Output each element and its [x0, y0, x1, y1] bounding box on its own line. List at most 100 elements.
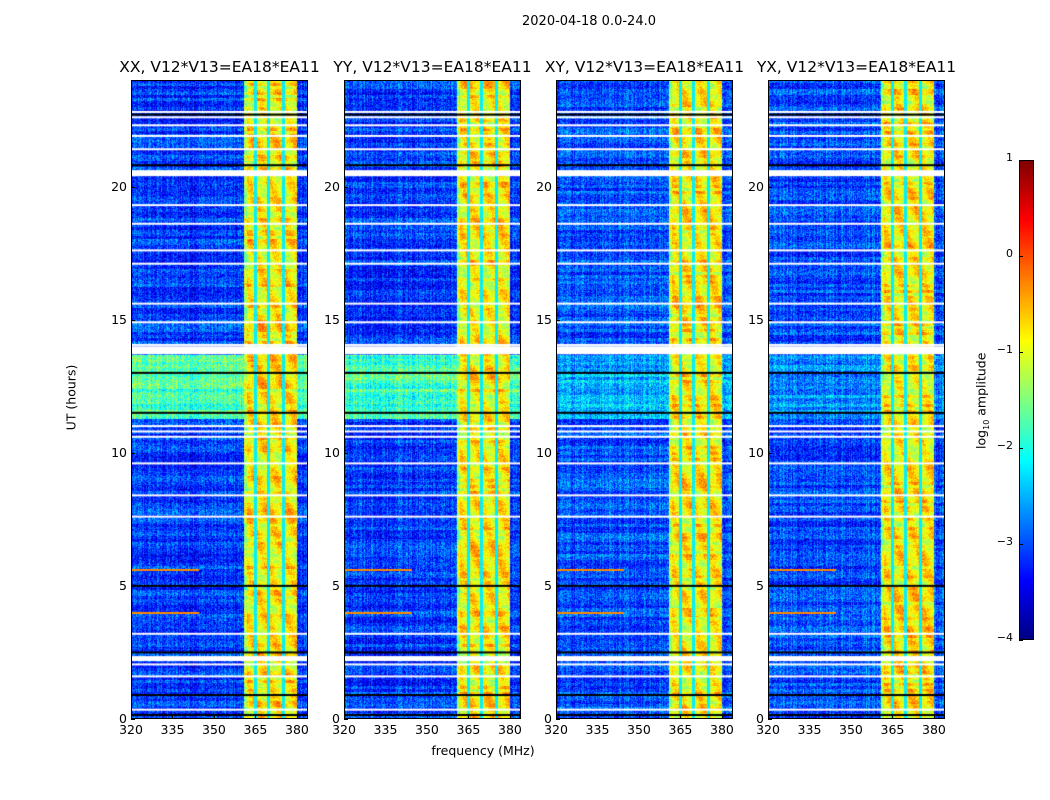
colorbar-label-suffix: amplitude: [973, 352, 989, 420]
x-tick: [296, 715, 298, 719]
x-tick-label: 335: [585, 722, 610, 737]
x-tick-label: 350: [839, 722, 863, 737]
y-tick: [344, 186, 348, 188]
colorbar-tick-label: −4: [996, 631, 1013, 644]
figure-title: 2020-04-18 0.0-24.0: [522, 14, 656, 29]
heatmap-3: [556, 80, 733, 719]
y-tick: [131, 719, 135, 720]
y-tick: [344, 585, 348, 587]
y-tick-label: 0: [756, 711, 764, 726]
y-tick-label: 5: [756, 577, 764, 593]
x-tick: [556, 715, 557, 719]
x-tick: [131, 715, 132, 719]
y-tick: [131, 186, 135, 188]
y-tick: [556, 585, 560, 587]
y-tick-label: 10: [536, 444, 552, 460]
y-tick: [768, 452, 772, 454]
y-tick: [556, 319, 560, 321]
x-tick: [344, 715, 345, 719]
y-tick: [768, 719, 772, 720]
panel-4: YX, V12*V13=EA18*EA11 320 335 350 365 380 0 5 10…: [748, 58, 956, 737]
colorbar-tick: [1019, 640, 1023, 641]
y-tick-label: 20: [748, 178, 764, 194]
y-tick-label: 5: [544, 577, 552, 593]
colorbar-tick: [1019, 448, 1023, 449]
y-tick-label: 20: [111, 178, 127, 194]
colorbar: 1 0 −1 −2 −3 −4: [997, 151, 1034, 644]
y-tick-label: 10: [748, 444, 764, 460]
colorbar-tick-label: 0: [1006, 247, 1013, 260]
x-tick-label: 365: [243, 722, 268, 737]
x-tick-label: 365: [880, 722, 905, 737]
y-tick-label: 10: [111, 444, 127, 460]
y-tick-label: 15: [324, 311, 340, 327]
y-tick-label: 20: [324, 178, 340, 194]
x-tick-label: 320: [756, 722, 780, 737]
panel-title: XX, V12*V13=EA18*EA11: [119, 58, 320, 76]
y-tick: [556, 186, 560, 188]
x-tick-label: 380: [922, 722, 946, 737]
x-tick: [933, 715, 935, 719]
colorbar-tick: [1019, 256, 1023, 257]
x-tick: [509, 715, 511, 719]
x-tick: [255, 715, 257, 719]
x-tick-label: 350: [415, 722, 439, 737]
y-tick: [344, 319, 348, 321]
x-tick-label: 350: [202, 722, 226, 737]
colorbar-tick: [1019, 160, 1023, 161]
x-tick-label: 320: [544, 722, 568, 737]
colorbar-label: log10 amplitude: [973, 331, 991, 471]
x-tick: [638, 715, 640, 719]
x-tick: [213, 715, 215, 719]
x-tick-label: 335: [797, 722, 822, 737]
y-tick-label: 0: [332, 711, 340, 726]
x-tick-label: 380: [498, 722, 522, 737]
panel-2: YY, V12*V13=EA18*EA11 320 335 350 365 380 0 5 10…: [324, 58, 531, 737]
panel-title: YX, V12*V13=EA18*EA11: [756, 58, 957, 76]
colorbar-gradient: [1019, 160, 1034, 640]
x-tick: [721, 715, 723, 719]
x-tick: [597, 715, 599, 719]
colorbar-tick-label: −3: [996, 535, 1013, 548]
y-tick-label: 15: [536, 311, 552, 327]
y-tick-label: 5: [332, 577, 340, 593]
x-tick: [680, 715, 682, 719]
y-tick-label: 10: [324, 444, 340, 460]
panel-3: XY, V12*V13=EA18*EA11 320 335 350 365 380 0 5 10…: [536, 58, 744, 737]
y-tick: [556, 452, 560, 454]
y-tick-label: 15: [748, 311, 764, 327]
x-tick: [850, 715, 852, 719]
x-tick-label: 335: [160, 722, 185, 737]
panel-title: XY, V12*V13=EA18*EA11: [544, 58, 745, 76]
y-tick: [131, 585, 135, 587]
heatmap-2: [344, 80, 521, 719]
y-tick: [344, 452, 348, 454]
y-tick-label: 5: [119, 577, 127, 593]
x-tick-label: 320: [332, 722, 356, 737]
x-tick-label: 365: [668, 722, 693, 737]
y-tick-label: 15: [111, 311, 127, 327]
y-tick: [131, 319, 135, 321]
x-tick: [768, 715, 769, 719]
x-tick: [172, 715, 174, 719]
y-tick: [344, 719, 348, 720]
x-axis-label: frequency (MHz): [431, 743, 535, 758]
x-tick-label: 350: [627, 722, 651, 737]
colorbar-label-sub: 10: [981, 419, 991, 430]
x-tick-label: 380: [285, 722, 309, 737]
y-tick: [768, 319, 772, 321]
colorbar-tick-label: −2: [996, 439, 1013, 452]
colorbar-tick: [1019, 544, 1023, 545]
colorbar-tick-label: 1: [1006, 151, 1013, 164]
y-tick: [768, 186, 772, 188]
x-tick: [809, 715, 811, 719]
y-tick: [768, 585, 772, 587]
y-tick-label: 0: [544, 711, 552, 726]
y-tick: [556, 719, 560, 720]
x-tick-label: 380: [710, 722, 734, 737]
x-tick-label: 365: [456, 722, 481, 737]
x-tick: [385, 715, 387, 719]
heatmap-1: [131, 80, 308, 719]
x-tick: [468, 715, 470, 719]
